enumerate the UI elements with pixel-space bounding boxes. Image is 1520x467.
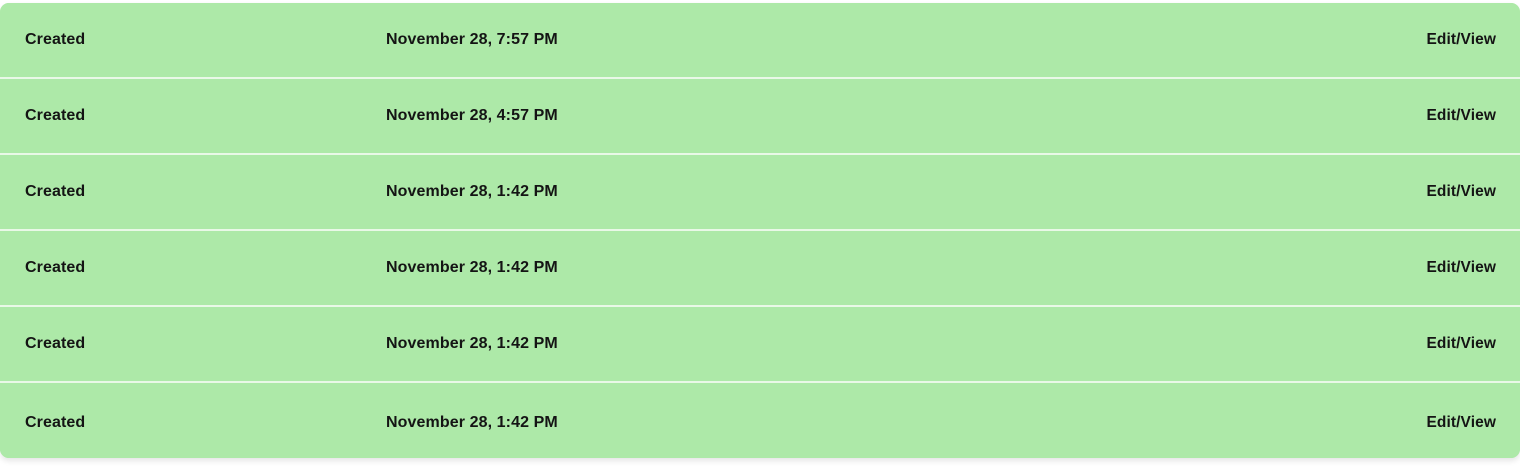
row-timestamp: November 28, 7:57 PM [386,31,558,48]
edit-view-link[interactable]: Edit/View [1426,183,1496,200]
edit-view-link[interactable]: Edit/View [1426,259,1496,276]
activity-log-panel: Created November 28, 7:57 PM Edit/View C… [0,3,1520,458]
row-event-label: Created [25,183,86,200]
table-row[interactable]: Created November 28, 1:42 PM Edit/View [0,155,1520,231]
row-event-label: Created [25,107,86,124]
table-row[interactable]: Created November 28, 4:57 PM Edit/View [0,79,1520,155]
edit-view-link[interactable]: Edit/View [1426,413,1496,431]
table-row[interactable]: Created November 28, 1:42 PM Edit/View [0,231,1520,307]
row-event-label: Created [25,413,86,431]
row-timestamp: November 28, 1:42 PM [386,335,558,352]
edit-view-link[interactable]: Edit/View [1426,31,1496,48]
row-timestamp: November 28, 1:42 PM [386,413,558,431]
row-timestamp: November 28, 1:42 PM [386,259,558,276]
row-timestamp: November 28, 1:42 PM [386,183,558,200]
row-event-label: Created [25,335,86,352]
table-row[interactable]: Created November 28, 1:42 PM Edit/View [0,383,1520,458]
edit-view-link[interactable]: Edit/View [1426,107,1496,124]
row-event-label: Created [25,259,86,276]
table-row[interactable]: Created November 28, 7:57 PM Edit/View [0,3,1520,79]
row-timestamp: November 28, 4:57 PM [386,107,558,124]
edit-view-link[interactable]: Edit/View [1426,335,1496,352]
row-event-label: Created [25,31,86,48]
table-row[interactable]: Created November 28, 1:42 PM Edit/View [0,307,1520,383]
